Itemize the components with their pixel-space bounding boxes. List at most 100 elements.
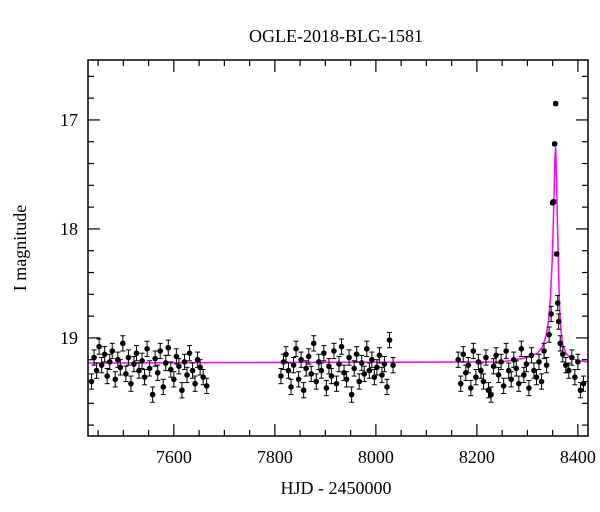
data-point: [197, 359, 203, 376]
y-tick-label: 17: [60, 110, 78, 130]
x-tick-label: 7800: [257, 447, 293, 467]
data-point: [295, 371, 302, 388]
data-point: [371, 369, 378, 386]
point-marker: [555, 318, 562, 325]
data-point: [316, 353, 322, 371]
data-point: [333, 375, 340, 392]
point-marker: [308, 371, 315, 377]
point-marker: [295, 376, 302, 383]
data-point: [328, 367, 335, 385]
data-point: [308, 365, 315, 383]
data-point: [181, 353, 188, 371]
point-marker: [572, 374, 578, 380]
data-point: [557, 335, 564, 352]
point-marker: [179, 387, 185, 394]
point-marker: [123, 371, 129, 377]
point-marker: [455, 356, 462, 363]
point-marker: [376, 352, 383, 359]
point-marker: [341, 369, 347, 376]
point-marker: [293, 346, 299, 352]
point-marker: [114, 356, 121, 363]
y-tick-label: 19: [60, 328, 78, 348]
point-marker: [152, 355, 158, 362]
data-point: [508, 371, 515, 388]
point-marker: [162, 360, 169, 366]
point-marker: [285, 367, 292, 374]
point-marker: [184, 372, 190, 378]
point-marker: [381, 361, 388, 367]
point-marker: [538, 378, 545, 385]
point-marker: [366, 367, 373, 374]
point-marker: [462, 369, 469, 376]
data-point: [521, 366, 527, 384]
point-marker: [194, 356, 201, 363]
data-point: [480, 373, 487, 390]
point-marker: [149, 391, 156, 398]
point-marker: [548, 311, 554, 317]
point-marker: [313, 378, 320, 385]
point-marker: [498, 359, 504, 365]
data-point: [550, 198, 557, 205]
point-marker: [186, 350, 193, 356]
point-marker: [348, 391, 355, 398]
data-point: [96, 338, 102, 355]
data-point: [293, 340, 299, 357]
point-marker: [503, 348, 509, 354]
data-point: [117, 359, 124, 376]
point-marker: [331, 348, 337, 354]
plot-frame: [87, 59, 589, 437]
data-point: [361, 365, 368, 383]
x-tick-label: 8200: [459, 447, 495, 467]
data-point: [136, 362, 142, 379]
data-point: [548, 305, 554, 323]
data-point: [465, 357, 472, 374]
data-point: [348, 386, 355, 403]
data-point: [363, 340, 370, 357]
point-marker: [146, 365, 153, 372]
point-marker: [351, 365, 357, 372]
data-point: [455, 351, 462, 368]
point-marker: [508, 376, 515, 383]
point-marker: [500, 383, 507, 389]
point-marker: [109, 348, 116, 354]
point-marker: [288, 384, 294, 390]
point-marker: [384, 384, 390, 390]
data-point: [470, 342, 477, 360]
data-point: [546, 326, 552, 343]
point-marker: [580, 380, 587, 387]
data-point: [390, 357, 396, 374]
x-axis-label: HJD - 2450000: [281, 478, 392, 498]
point-marker: [566, 367, 572, 374]
point-marker: [465, 362, 472, 368]
data-point: [285, 362, 292, 379]
point-marker: [546, 331, 552, 338]
data-point: [580, 375, 587, 392]
point-marker: [493, 352, 499, 359]
data-point: [125, 349, 132, 366]
point-marker: [528, 352, 535, 359]
data-point: [516, 375, 522, 392]
data-point: [298, 351, 304, 368]
data-point: [510, 351, 517, 368]
data-point: [356, 373, 363, 390]
point-marker: [141, 374, 148, 380]
data-point: [538, 373, 545, 390]
data-point: [290, 357, 297, 374]
point-marker: [533, 374, 540, 380]
point-marker: [356, 378, 363, 385]
point-marker: [562, 362, 569, 368]
data-point: [526, 379, 532, 397]
data-point: [483, 349, 489, 366]
data-point: [278, 367, 284, 385]
data-point: [133, 345, 140, 362]
point-marker: [326, 363, 332, 370]
point-marker: [300, 387, 307, 394]
point-marker: [353, 351, 360, 358]
data-point: [503, 342, 509, 360]
data-point: [569, 349, 575, 366]
data-point: [173, 348, 180, 365]
data-point: [498, 353, 504, 371]
data-point: [366, 362, 373, 379]
point-marker: [379, 372, 385, 378]
